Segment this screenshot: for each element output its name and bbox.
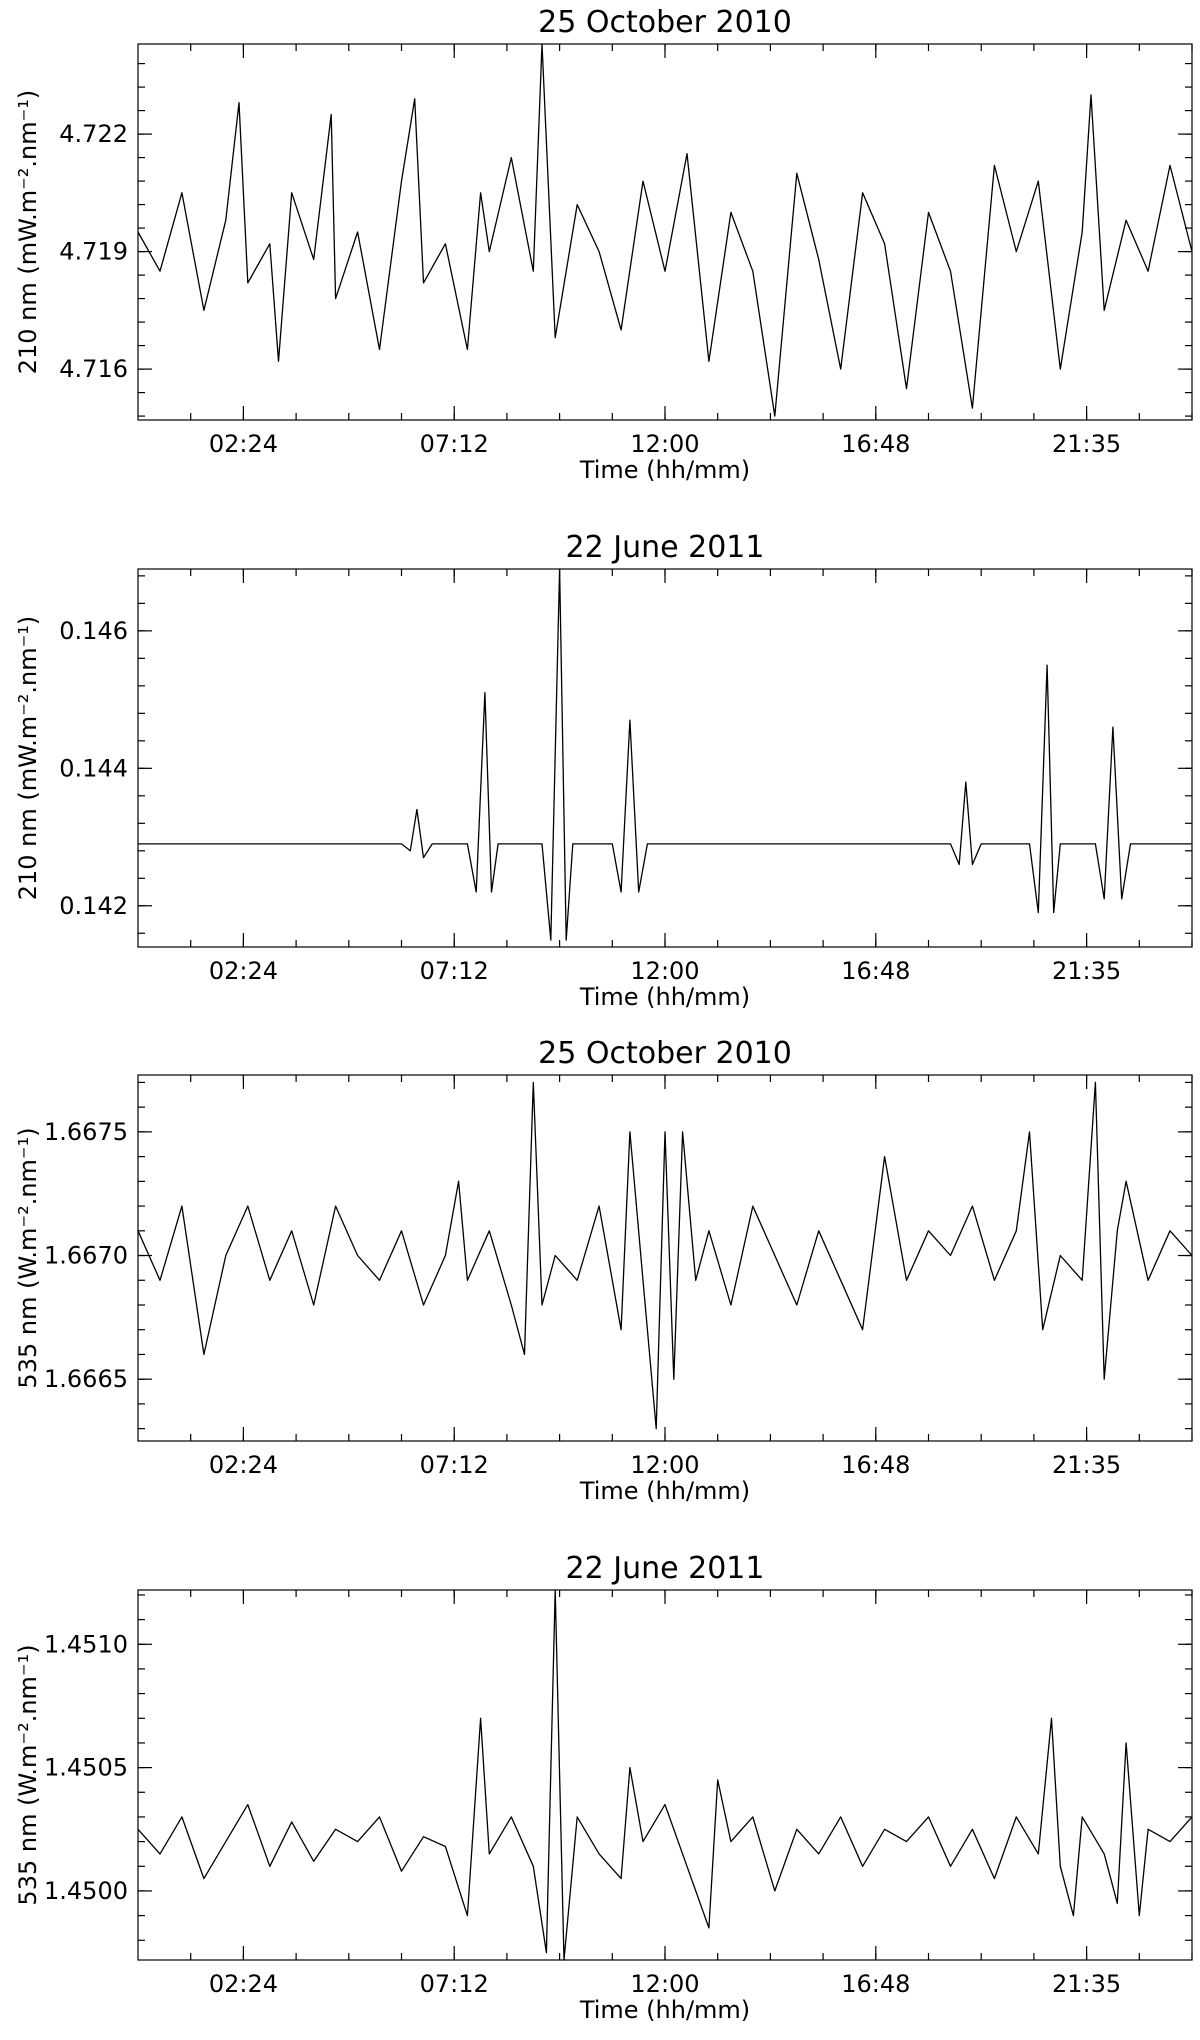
y-tick-label: 1.6670 [44,1242,128,1270]
y-tick-label: 4.716 [59,355,128,383]
chart-panel-2: 22 June 2011 02:24 07:12 12:00 16:48 21:35 Tim… [14,530,1193,1011]
x-tick-label: 21:35 [1052,1970,1121,1998]
y-axis-label: 210 nm (mW.m⁻².nm⁻¹) [14,90,42,375]
x-tick-label: 07:12 [420,430,489,458]
plot-frame [137,568,1193,948]
series-line [137,1081,1193,1430]
plot-frame [137,43,1193,421]
x-tick-label: 21:35 [1052,430,1121,458]
y-tick-label: 1.6665 [44,1365,128,1393]
y-tick-label: 1.6675 [44,1118,128,1146]
y-axis-label: 210 nm (mW.m⁻².nm⁻¹) [14,616,42,901]
y-tick-label: 0.146 [59,617,128,645]
x-tick-label: 16:48 [841,1451,910,1479]
x-axis-label: Time (hh/mm) [579,1477,750,1505]
y-axis-label: 535 nm (W.m⁻².nm⁻¹) [14,1644,42,1905]
series-line [137,1589,1193,1961]
x-tick-label: 02:24 [209,430,278,458]
chart-title: 25 October 2010 [538,1036,792,1071]
y-tick-label: 4.722 [59,120,128,148]
plot-frame [137,1589,1193,1961]
chart-panel-3: 25 October 2010 02:24 07:12 12:00 16:48 21:35… [14,1036,1193,1505]
chart-title: 25 October 2010 [538,5,792,40]
chart-panel-1: 25 October 2010 02:24 07:12 12:00 16:48 21:35… [14,5,1193,484]
x-tick-label: 07:12 [420,957,489,985]
y-tick-label: 0.144 [59,754,128,782]
x-tick-label: 12:00 [630,1970,699,1998]
x-tick-label: 16:48 [841,957,910,985]
y-tick-label: 4.719 [59,238,128,266]
x-tick-label: 02:24 [209,1451,278,1479]
plot-frame [137,1074,1193,1442]
x-axis-label: Time (hh/mm) [579,1996,750,2024]
x-tick-label: 21:35 [1052,1451,1121,1479]
x-tick-label: 12:00 [630,430,699,458]
x-tick-label: 12:00 [630,957,699,985]
x-axis-label: Time (hh/mm) [579,456,750,484]
y-tick-label: 1.4500 [44,1877,128,1905]
x-tick-label: 21:35 [1052,957,1121,985]
chart-title: 22 June 2011 [566,530,765,565]
x-tick-label: 07:12 [420,1451,489,1479]
x-tick-label: 12:00 [630,1451,699,1479]
x-axis-label: Time (hh/mm) [579,983,750,1011]
chart-title: 22 June 2011 [566,1551,765,1586]
y-axis-label: 535 nm (W.m⁻².nm⁻¹) [14,1127,42,1388]
x-tick-label: 02:24 [209,1970,278,1998]
chart-panel-4: 22 June 2011 02:24 07:12 12:00 16:48 21:35 Tim… [14,1551,1193,2024]
x-tick-label: 16:48 [841,1970,910,1998]
series-line [137,43,1193,417]
y-tick-label: 0.142 [59,892,128,920]
y-tick-label: 1.4510 [44,1630,128,1658]
y-tick-label: 1.4505 [44,1754,128,1782]
x-tick-label: 16:48 [841,430,910,458]
series-line [138,568,1192,941]
x-tick-label: 02:24 [209,957,278,985]
x-tick-label: 07:12 [420,1970,489,1998]
